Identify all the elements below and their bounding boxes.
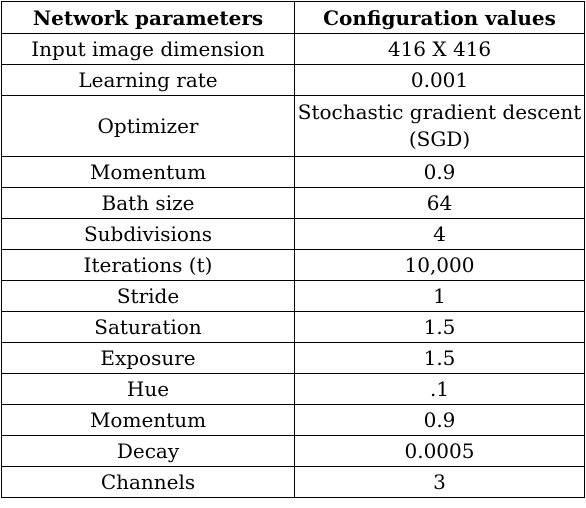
parameter-cell: Iterations (t)	[1, 249, 295, 281]
parameter-cell: Optimizer	[1, 95, 295, 157]
parameter-cell: Channels	[1, 466, 295, 498]
table-row: Channels 3	[1, 466, 585, 498]
header-configuration-values: Configuration values	[294, 1, 585, 34]
table-row: Decay 0.0005	[1, 435, 585, 467]
table-row: Momentum 0.9	[1, 404, 585, 436]
value-cell: 1	[294, 280, 585, 312]
value-cell: 4	[294, 218, 585, 250]
table-row: Bath size 64	[1, 187, 585, 219]
parameter-cell: Saturation	[1, 311, 295, 343]
header-network-parameters: Network parameters	[1, 1, 295, 34]
table-row: Subdivisions 4	[1, 218, 585, 250]
table-row: Input image dimension 416 X 416	[1, 33, 585, 65]
parameter-cell: Momentum	[1, 404, 295, 436]
value-cell: 0.9	[294, 156, 585, 188]
value-cell: .1	[294, 373, 585, 405]
value-cell: 3	[294, 466, 585, 498]
value-cell: 64	[294, 187, 585, 219]
value-cell: 416 X 416	[294, 33, 585, 65]
parameter-cell: Bath size	[1, 187, 295, 219]
table-row: Saturation 1.5	[1, 311, 585, 343]
table-row: Iterations (t) 10,000	[1, 249, 585, 281]
parameter-cell: Subdivisions	[1, 218, 295, 250]
table-row: Optimizer Stochastic gradient descent (S…	[1, 95, 585, 157]
value-cell: 1.5	[294, 311, 585, 343]
value-cell: 1.5	[294, 342, 585, 374]
table-row: Momentum 0.9	[1, 156, 585, 188]
header-row: Network parameters Configuration values	[1, 1, 585, 34]
parameter-cell: Stride	[1, 280, 295, 312]
value-cell: 10,000	[294, 249, 585, 281]
parameter-cell: Input image dimension	[1, 33, 295, 65]
value-cell: 0.001	[294, 64, 585, 96]
parameter-cell: Decay	[1, 435, 295, 467]
value-cell: 0.0005	[294, 435, 585, 467]
value-cell: Stochastic gradient descent (SGD)	[294, 95, 585, 157]
value-cell: 0.9	[294, 404, 585, 436]
parameter-cell: Momentum	[1, 156, 295, 188]
parameter-cell: Learning rate	[1, 64, 295, 96]
table-row: Stride 1	[1, 280, 585, 312]
parameter-cell: Exposure	[1, 342, 295, 374]
table-row: Hue .1	[1, 373, 585, 405]
network-parameters-table: Network parameters Configuration values …	[1, 1, 585, 498]
table-row: Learning rate 0.001	[1, 64, 585, 96]
parameter-cell: Hue	[1, 373, 295, 405]
table-row: Exposure 1.5	[1, 342, 585, 374]
